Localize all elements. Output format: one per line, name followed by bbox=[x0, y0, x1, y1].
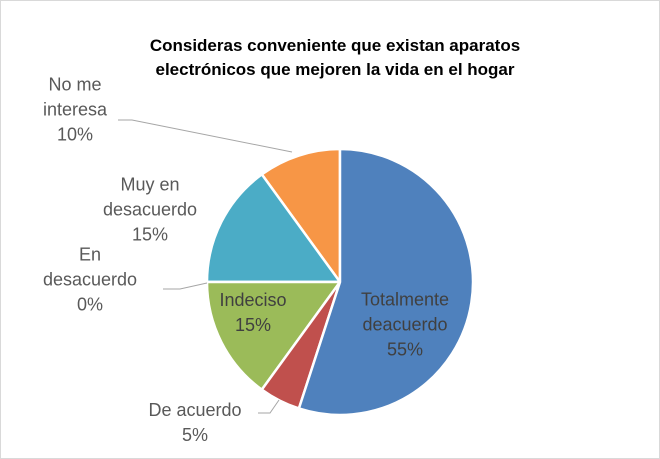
value-label: 0% bbox=[76, 294, 103, 315]
chart-title: Consideras conveniente que existan apara… bbox=[149, 36, 521, 79]
value-label: 55% bbox=[386, 339, 424, 360]
category-label: Muy en desacuerdo bbox=[102, 174, 198, 220]
category-label: Indeciso bbox=[219, 290, 287, 310]
value-label: 15% bbox=[234, 315, 272, 335]
slice-label: De acuerdo 5% bbox=[125, 398, 265, 448]
slice-label: Totalmente deacuerdo 55% bbox=[348, 288, 463, 363]
slice-label: No me interesa 10% bbox=[33, 73, 118, 148]
category-label: Totalmente deacuerdo bbox=[360, 289, 450, 335]
value-label: 5% bbox=[181, 425, 208, 445]
pie-slice bbox=[260, 147, 342, 286]
slice-label: Muy en desacuerdo 15% bbox=[95, 173, 205, 248]
category-label: De acuerdo bbox=[148, 400, 242, 420]
leader-line bbox=[258, 399, 280, 414]
value-label: 15% bbox=[131, 224, 169, 245]
category-label: No me interesa bbox=[42, 74, 108, 120]
value-label: 10% bbox=[56, 124, 94, 145]
slice-label: Indeciso 15% bbox=[208, 288, 298, 338]
category-label: En desacuerdo bbox=[42, 244, 138, 290]
slice-label: En desacuerdo 0% bbox=[35, 243, 145, 318]
leader-line bbox=[163, 282, 208, 290]
leader-line bbox=[118, 119, 293, 153]
pie-slice bbox=[297, 147, 475, 417]
pie-slice bbox=[205, 172, 343, 284]
pie-slice bbox=[205, 280, 343, 392]
